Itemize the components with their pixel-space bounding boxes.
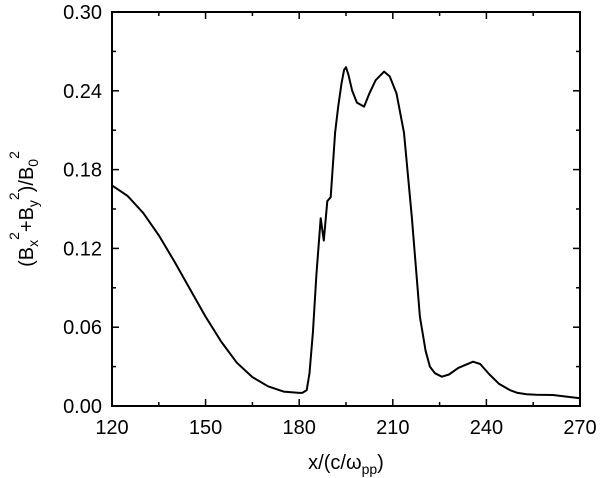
superscript: 2 [6,151,22,159]
plot-frame [111,11,581,407]
subscript: 0 [25,159,41,167]
superscript: 2 [6,232,22,240]
label-text: +B [16,207,38,232]
y-tick-label: 0.24 [63,81,102,103]
label-text: x/(c/ω [308,452,361,474]
subscript: pp [362,461,378,477]
x-tick-label: 150 [189,417,222,439]
superscript: 2 [6,192,22,200]
label-text: )/B [16,167,38,193]
x-tick-labels: 120 150 180 210 240 270 [95,417,596,439]
y-tick-label: 0.30 [63,2,102,24]
x-axis-label: x/(c/ωpp​) [308,452,384,477]
y-tick-label: 0.12 [63,238,102,260]
y-axis-label: (Bx​2​+By​2​)/B0​2​ [6,151,41,267]
subscript: x [25,240,41,247]
label-text: ) [377,452,384,474]
label-text: (B [16,247,38,267]
y-tick-label: 0.06 [63,317,102,339]
x-tick-label: 180 [283,417,316,439]
data-line [111,66,581,400]
x-tick-label: 270 [563,417,596,439]
x-tick-label: 210 [376,417,409,439]
axis-ticks [111,11,581,407]
subscript: y [25,200,41,207]
y-tick-labels: 0.00 0.06 0.12 0.18 0.24 0.30 [63,2,102,418]
y-tick-label: 0.00 [63,396,102,418]
x-tick-label: 240 [470,417,503,439]
x-tick-label: 120 [95,417,128,439]
y-tick-label: 0.18 [63,160,102,182]
